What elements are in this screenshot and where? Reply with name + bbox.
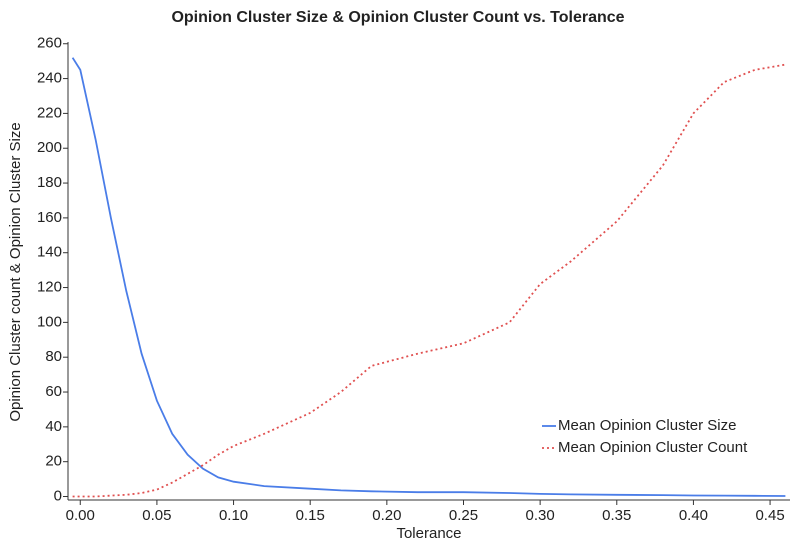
y-tick-label: 180 xyxy=(37,174,62,191)
x-tick-label: 0.25 xyxy=(449,507,478,524)
legend-label: Mean Opinion Cluster Count xyxy=(558,439,748,456)
x-tick-label: 0.10 xyxy=(219,507,248,524)
x-tick-label: 0.30 xyxy=(526,507,555,524)
y-tick-label: 160 xyxy=(37,209,62,226)
y-axis-label: Opinion Cluster count & Opinion Cluster … xyxy=(7,122,24,421)
chart-title: Opinion Cluster Size & Opinion Cluster C… xyxy=(171,9,624,26)
data-line xyxy=(72,63,786,498)
y-tick-label: 20 xyxy=(45,453,62,470)
y-tick-label: 140 xyxy=(37,244,62,261)
x-tick-label: 0.45 xyxy=(755,507,784,524)
y-tick-label: 260 xyxy=(37,35,62,52)
legend-label: Mean Opinion Cluster Size xyxy=(558,417,736,434)
y-tick-label: 120 xyxy=(37,279,62,296)
y-tick-label: 60 xyxy=(45,383,62,400)
x-tick-label: 0.35 xyxy=(602,507,631,524)
x-tick-label: 0.20 xyxy=(372,507,401,524)
y-tick-label: 40 xyxy=(45,418,62,435)
y-tick-label: 80 xyxy=(45,348,62,365)
y-tick-label: 240 xyxy=(37,70,62,87)
x-tick-label: 0.05 xyxy=(142,507,171,524)
data-line xyxy=(71,57,786,497)
x-tick-label: 0.00 xyxy=(66,507,95,524)
x-axis-label: Tolerance xyxy=(396,525,461,542)
y-tick-label: 100 xyxy=(37,313,62,330)
x-tick-label: 0.40 xyxy=(679,507,708,524)
y-tick-label: 220 xyxy=(37,104,62,121)
y-tick-label: 200 xyxy=(37,139,62,156)
x-tick-label: 0.15 xyxy=(296,507,325,524)
y-tick-label: 0 xyxy=(54,487,62,504)
